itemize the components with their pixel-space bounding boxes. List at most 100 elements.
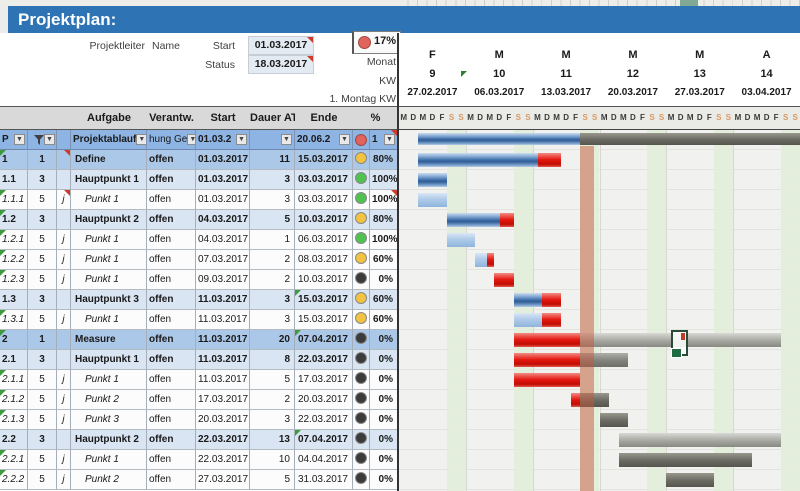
status-icon-cell[interactable] (353, 190, 370, 210)
cell-id[interactable]: 2.2.1 (0, 450, 28, 470)
cell-task[interactable]: Punkt 1 (71, 230, 147, 250)
cell-j[interactable]: j (57, 470, 71, 490)
cell-resp[interactable]: offen (147, 170, 196, 190)
filter-cell-dauer[interactable]: ▼ (250, 130, 295, 150)
cell-ende[interactable]: 17.03.2017 (295, 370, 353, 390)
cell-prio[interactable]: 5 (28, 390, 57, 410)
cell-ende[interactable]: 06.03.2017 (295, 230, 353, 250)
cell-start[interactable]: 11.03.2017 (196, 370, 250, 390)
cell-pct[interactable]: 60% (370, 290, 398, 310)
cell-prio[interactable]: 3 (28, 350, 57, 370)
cell-resp[interactable]: offen (147, 430, 196, 450)
cell-prio[interactable]: 3 (28, 430, 57, 450)
cell-resp[interactable]: offen (147, 310, 196, 330)
cell-resp[interactable]: offen (147, 230, 196, 250)
cell-j[interactable]: j (57, 390, 71, 410)
filter-cell-verantw[interactable]: hung Ge ▼ (147, 130, 196, 150)
cell-dauer[interactable]: 5 (250, 470, 295, 490)
cell-task[interactable]: Punkt 1 (71, 190, 147, 210)
status-icon-cell[interactable] (353, 330, 370, 350)
status-icon-cell[interactable] (353, 350, 370, 370)
cell-task[interactable]: Punkt 2 (71, 470, 147, 490)
chevron-down-icon[interactable]: ▼ (281, 134, 292, 145)
cell-j[interactable] (57, 290, 71, 310)
cell-ende[interactable]: 08.03.2017 (295, 250, 353, 270)
cell-prio[interactable]: 5 (28, 450, 57, 470)
cell-j[interactable] (57, 210, 71, 230)
status-icon-cell[interactable] (353, 410, 370, 430)
cell-resp[interactable]: offen (147, 350, 196, 370)
chevron-down-icon[interactable]: ▼ (136, 134, 146, 145)
cell-pct[interactable]: 100% (370, 170, 398, 190)
cell-resp[interactable]: offen (147, 390, 196, 410)
cell-ende[interactable]: 31.03.2017 (295, 470, 353, 490)
cell-start[interactable]: 01.03.2017 (196, 150, 250, 170)
status-icon-cell[interactable] (353, 310, 370, 330)
filter-cell-p[interactable]: P ▼ (0, 130, 28, 150)
status-icon-cell[interactable] (353, 390, 370, 410)
cell-j[interactable] (57, 330, 71, 350)
cell-id[interactable]: 2 (0, 330, 28, 350)
status-icon-cell[interactable] (353, 470, 370, 490)
status-icon-cell[interactable] (353, 290, 370, 310)
cell-task[interactable]: Measure (71, 330, 147, 350)
cell-prio[interactable]: 5 (28, 370, 57, 390)
cell-id[interactable]: 2.1 (0, 350, 28, 370)
cell-dauer[interactable]: 1 (250, 230, 295, 250)
status-icon-cell[interactable] (353, 370, 370, 390)
cell-resp[interactable]: offen (147, 470, 196, 490)
cell-prio[interactable]: 3 (28, 210, 57, 230)
cell-pct[interactable]: 60% (370, 310, 398, 330)
cell-pct[interactable]: 0% (370, 430, 398, 450)
cell-start[interactable]: 27.03.2017 (196, 470, 250, 490)
cell-j[interactable] (57, 170, 71, 190)
chevron-down-icon[interactable]: ▼ (187, 134, 195, 145)
cell-ende[interactable]: 22.03.2017 (295, 350, 353, 370)
cell-id[interactable]: 2.2.2 (0, 470, 28, 490)
cell-j[interactable]: j (57, 230, 71, 250)
cell-resp[interactable]: offen (147, 410, 196, 430)
cell-start[interactable]: 04.03.2017 (196, 210, 250, 230)
cell-id[interactable]: 1.2.2 (0, 250, 28, 270)
chevron-down-icon[interactable]: ▼ (236, 134, 247, 145)
cell-pct[interactable]: 0% (370, 450, 398, 470)
status-icon-cell[interactable] (353, 150, 370, 170)
cell-task[interactable]: Punkt 1 (71, 270, 147, 290)
cell-prio[interactable]: 3 (28, 170, 57, 190)
cell-task[interactable]: Define (71, 150, 147, 170)
cell-ende[interactable]: 22.03.2017 (295, 410, 353, 430)
cell-j[interactable] (57, 350, 71, 370)
cell-task[interactable]: Punkt 3 (71, 410, 147, 430)
cell-dauer[interactable]: 2 (250, 270, 295, 290)
cell-ende[interactable]: 10.03.2017 (295, 270, 353, 290)
cell-pct[interactable]: 100% (370, 230, 398, 250)
cell-dauer[interactable]: 5 (250, 370, 295, 390)
status-icon-cell[interactable] (353, 230, 370, 250)
cell-prio[interactable]: 5 (28, 310, 57, 330)
cell-id[interactable]: 2.1.2 (0, 390, 28, 410)
cell-j[interactable] (57, 150, 71, 170)
projektleiter-value[interactable]: Name (152, 40, 181, 52)
cell-pct[interactable]: 0% (370, 330, 398, 350)
cell-ende[interactable]: 07.04.2017 (295, 430, 353, 450)
chevron-down-icon[interactable]: ▼ (339, 134, 350, 145)
cell-resp[interactable]: offen (147, 450, 196, 470)
cell-id[interactable]: 1.1.1 (0, 190, 28, 210)
filter-cell-start[interactable]: 01.03.2 ▼ (196, 130, 250, 150)
cell-resp[interactable]: offen (147, 290, 196, 310)
chevron-down-icon[interactable]: ▼ (44, 134, 55, 145)
cell-dauer[interactable]: 13 (250, 430, 295, 450)
cell-start[interactable]: 11.03.2017 (196, 290, 250, 310)
cell-ende[interactable]: 03.03.2017 (295, 170, 353, 190)
cell-resp[interactable]: offen (147, 150, 196, 170)
cell-prio[interactable]: 5 (28, 470, 57, 490)
start-value-cell[interactable]: 01.03.2017 (248, 36, 314, 55)
status-icon-cell[interactable] (353, 170, 370, 190)
cell-prio[interactable]: 1 (28, 150, 57, 170)
cell-prio[interactable]: 5 (28, 230, 57, 250)
cell-j[interactable]: j (57, 410, 71, 430)
status-value-cell[interactable]: 18.03.2017 (248, 55, 314, 74)
cell-prio[interactable]: 5 (28, 250, 57, 270)
cell-dauer[interactable]: 8 (250, 350, 295, 370)
status-icon-cell[interactable] (353, 270, 370, 290)
